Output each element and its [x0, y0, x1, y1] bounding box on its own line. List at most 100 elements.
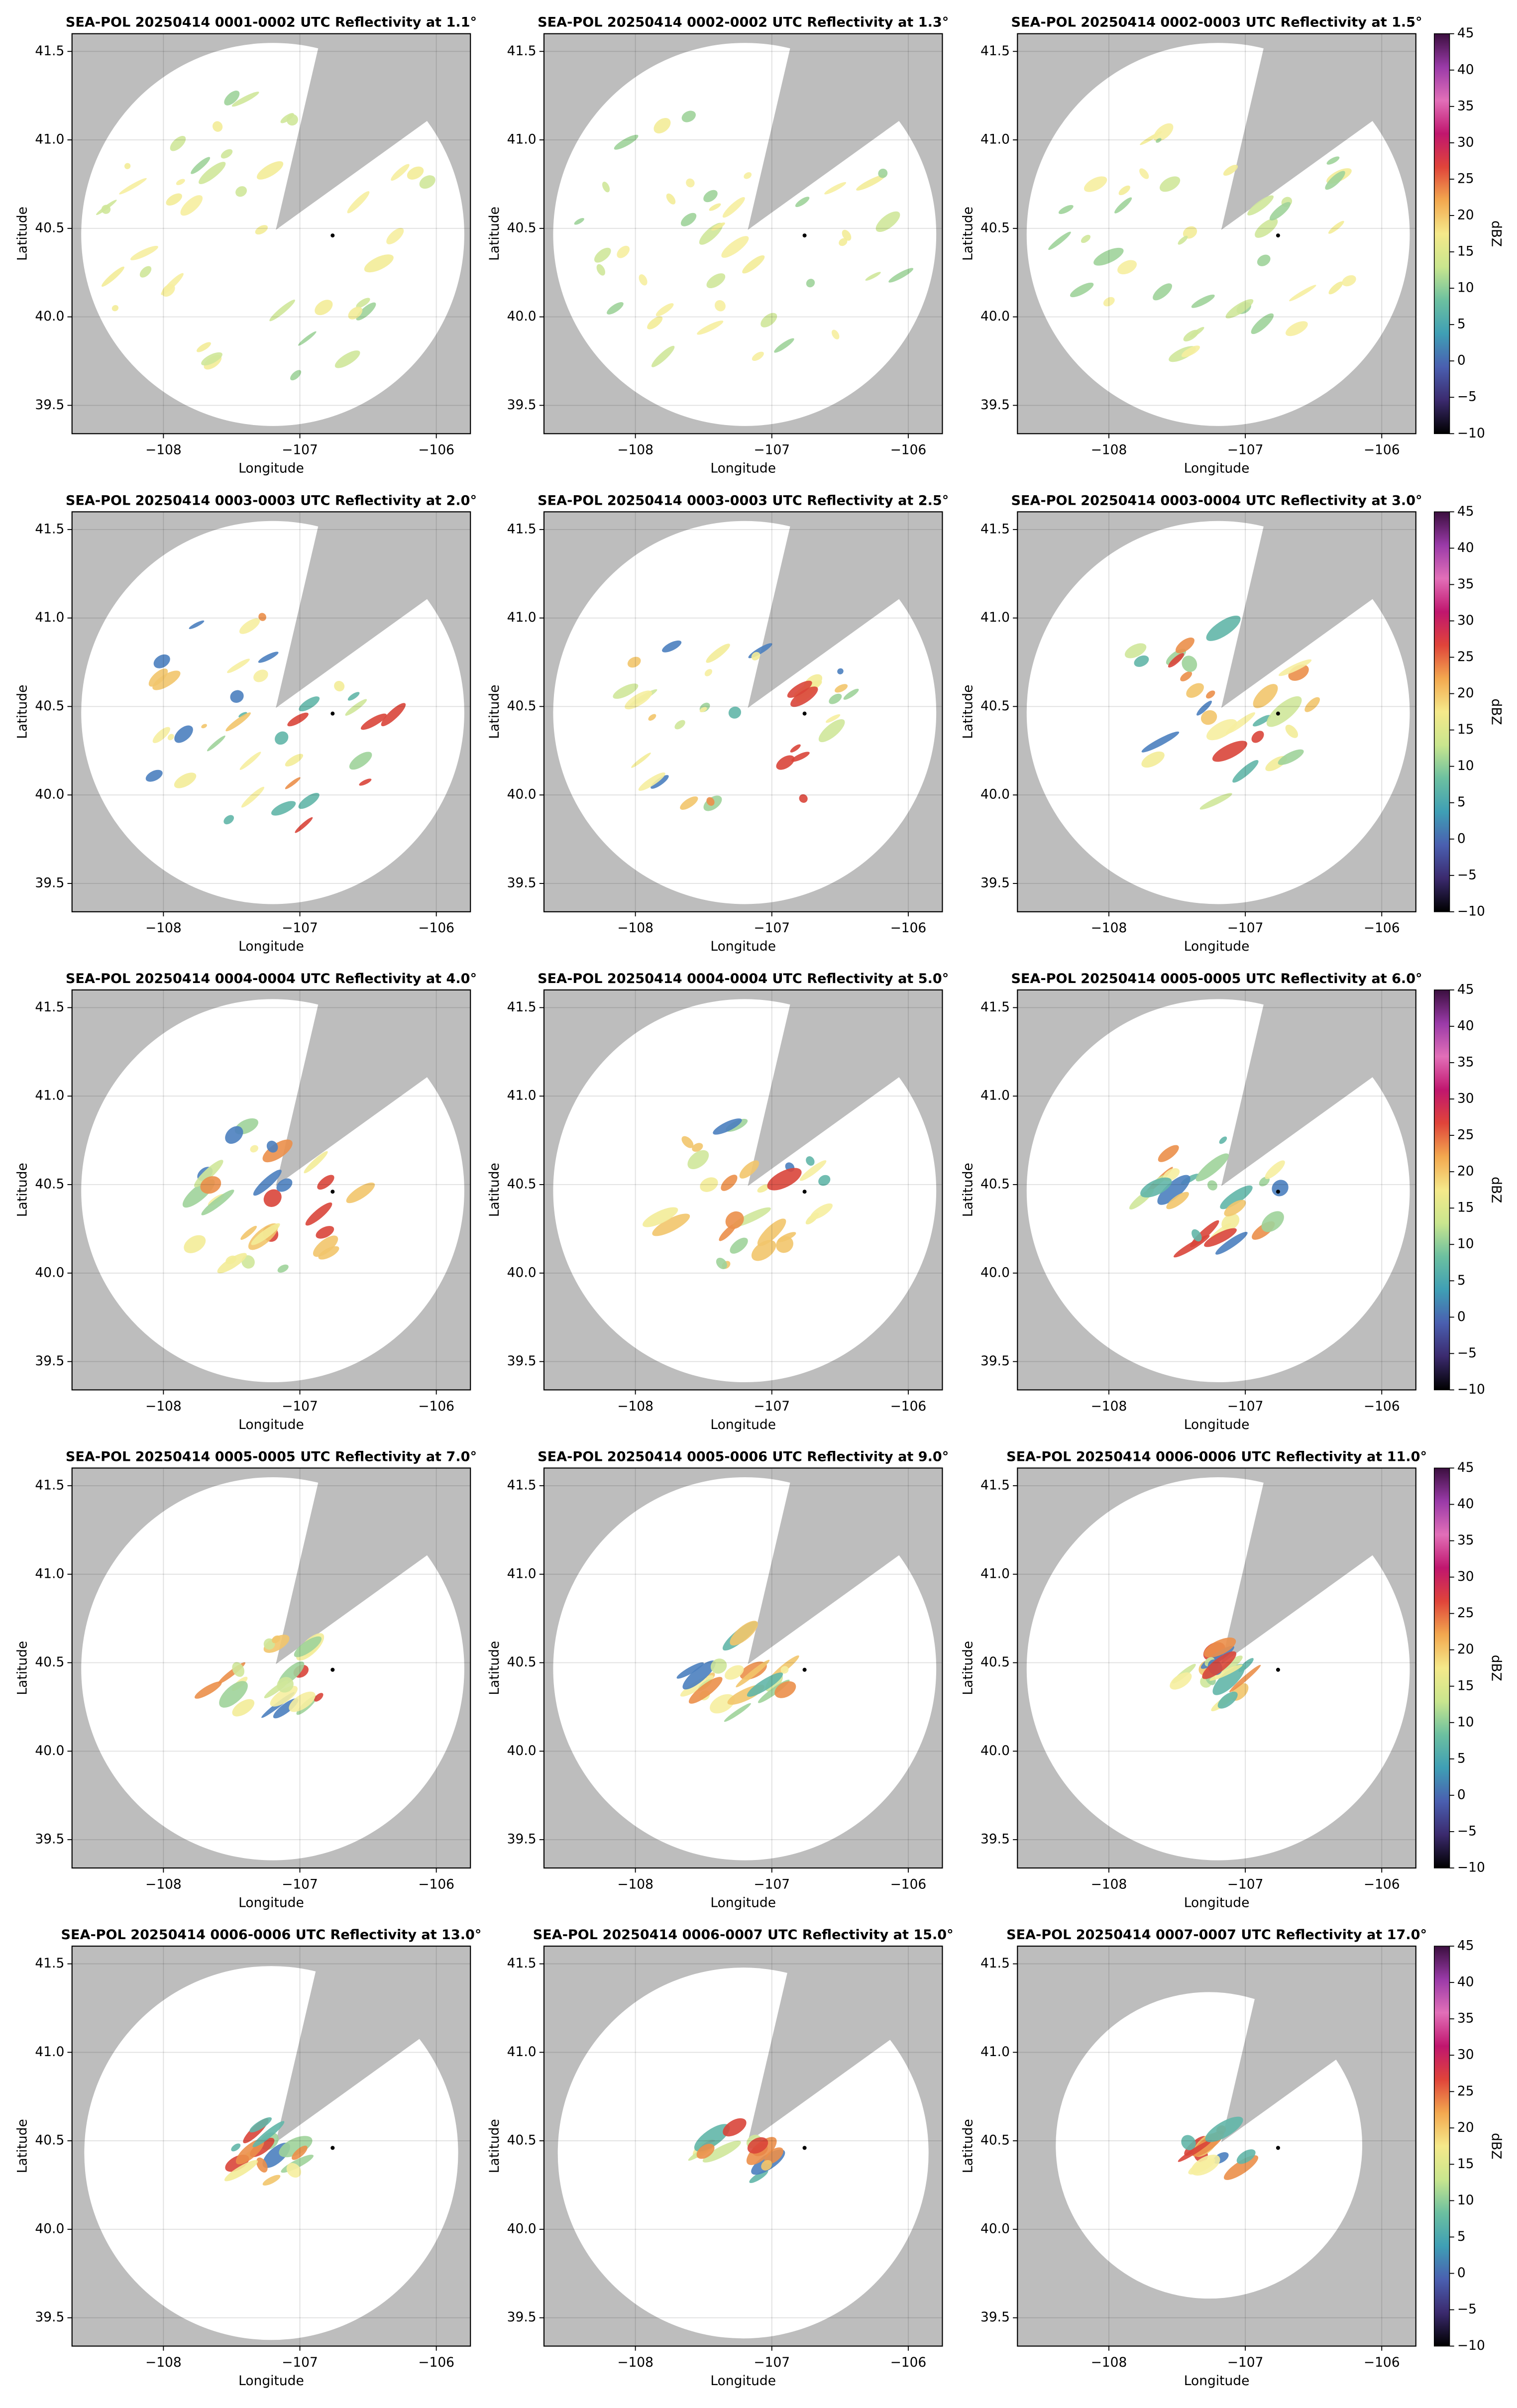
- y-tick-label: 39.5: [507, 2309, 537, 2325]
- echo: [682, 1660, 716, 1690]
- echo: [1134, 655, 1149, 667]
- colorbar-tick-label: 35: [1457, 576, 1474, 592]
- y-tick-label: 39.5: [35, 1353, 64, 1369]
- y-tick-label: 40.0: [507, 1265, 537, 1280]
- echo: [124, 163, 131, 169]
- echo: [346, 1182, 375, 1204]
- y-tick-label: 40.0: [507, 309, 537, 324]
- colorbar-tick-label: 45: [1457, 982, 1474, 997]
- echo: [272, 1635, 281, 1643]
- axes-frame: [1017, 989, 1416, 1391]
- y-tick-label: 41.5: [980, 999, 1010, 1015]
- echo: [1220, 1655, 1243, 1672]
- echo: [1225, 299, 1254, 319]
- colorbar-tick-label: 25: [1457, 649, 1474, 664]
- y-tick-label: 41.5: [980, 1956, 1010, 1971]
- echo: [1139, 168, 1149, 179]
- radar-site: [330, 1667, 335, 1672]
- echo: [730, 1621, 758, 1646]
- x-tick-label: −106: [418, 2355, 454, 2370]
- echo: [722, 197, 745, 218]
- y-tick-label: 41.5: [35, 1956, 64, 1971]
- blocked-sector: [276, 33, 471, 230]
- echo: [313, 1235, 338, 1257]
- y-tick-label: 40.0: [980, 1265, 1010, 1280]
- echo: [225, 1255, 237, 1265]
- echo: [638, 772, 665, 791]
- echo: [1141, 751, 1165, 768]
- echo: [391, 164, 410, 181]
- echo: [1289, 285, 1316, 302]
- echo: [780, 1666, 789, 1674]
- radar-site: [802, 1667, 807, 1672]
- blocked-sector: [748, 989, 943, 1186]
- echo: [251, 1223, 280, 1245]
- radar-site: [1276, 711, 1280, 716]
- colorbar-tick-label: 40: [1457, 1018, 1474, 1033]
- radar-site: [802, 711, 807, 716]
- echo: [200, 1176, 221, 1194]
- colorbar: [1433, 1467, 1450, 1868]
- echo: [166, 193, 182, 206]
- panel: SEA-POL 20250414 0004-0004 UTC Reflectiv…: [15, 971, 477, 1432]
- colorbar-tick-label: 40: [1457, 1974, 1474, 1990]
- echo: [1212, 741, 1248, 762]
- colorbar-tick-label: 10: [1457, 758, 1474, 773]
- echo: [631, 753, 651, 768]
- echo: [757, 1184, 769, 1193]
- x-tick-label: −108: [617, 1876, 653, 1892]
- radar-site: [1276, 233, 1280, 238]
- echo: [111, 305, 119, 312]
- echo: [1084, 176, 1107, 192]
- y-tick-label: 40.5: [35, 698, 64, 714]
- x-tick-label: −106: [418, 1876, 454, 1892]
- echo: [277, 1677, 294, 1693]
- plot-area: [1017, 1468, 1416, 1868]
- plot-area: [543, 1946, 943, 2346]
- echo: [652, 1213, 690, 1236]
- colorbar-tick-label: 30: [1457, 134, 1474, 150]
- echo: [292, 2145, 308, 2160]
- y-tick-label: 40.0: [980, 2221, 1010, 2236]
- y-tick-label: 41.5: [35, 1478, 64, 1493]
- echo: [834, 684, 848, 693]
- echo: [223, 815, 234, 825]
- echo: [699, 707, 707, 713]
- echo: [1181, 2135, 1196, 2150]
- x-tick-label: −106: [1364, 1399, 1400, 1414]
- colorbar-tick-label: −5: [1457, 1823, 1477, 1839]
- echo: [747, 2137, 768, 2154]
- colorbar-tick-label: −10: [1457, 1860, 1485, 1875]
- y-tick-label: 39.5: [507, 397, 537, 413]
- echo: [381, 703, 406, 727]
- echo: [305, 1202, 332, 1226]
- echo: [791, 752, 810, 762]
- echo: [194, 1160, 223, 1188]
- x-tick-label: −107: [1227, 920, 1264, 936]
- radar-site: [1276, 1190, 1280, 1194]
- x-axis-label: Longitude: [238, 939, 304, 954]
- echo: [152, 727, 170, 744]
- y-tick-label: 41.5: [35, 521, 64, 537]
- echo: [1326, 156, 1340, 165]
- echo: [1204, 1228, 1237, 1247]
- panel-title: SEA-POL 20250414 0003-0004 UTC Reflectiv…: [1011, 493, 1422, 508]
- y-tick-label: 39.5: [507, 875, 537, 890]
- echo: [680, 1675, 714, 1697]
- echo: [686, 178, 695, 188]
- echo: [145, 769, 163, 782]
- echo: [1217, 1691, 1238, 1709]
- echo: [709, 203, 721, 211]
- panel: SEA-POL 20250414 0006-0007 UTC Reflectiv…: [487, 1927, 954, 2389]
- echo: [1180, 671, 1192, 681]
- echo: [299, 696, 320, 712]
- echo: [1206, 615, 1241, 641]
- echo: [700, 1177, 718, 1192]
- echo: [776, 755, 795, 770]
- plot-area: [72, 989, 471, 1390]
- echo: [224, 2160, 258, 2182]
- colorbar: [1433, 511, 1450, 912]
- echo: [1253, 684, 1278, 708]
- echo: [180, 195, 203, 216]
- echo: [1153, 283, 1173, 301]
